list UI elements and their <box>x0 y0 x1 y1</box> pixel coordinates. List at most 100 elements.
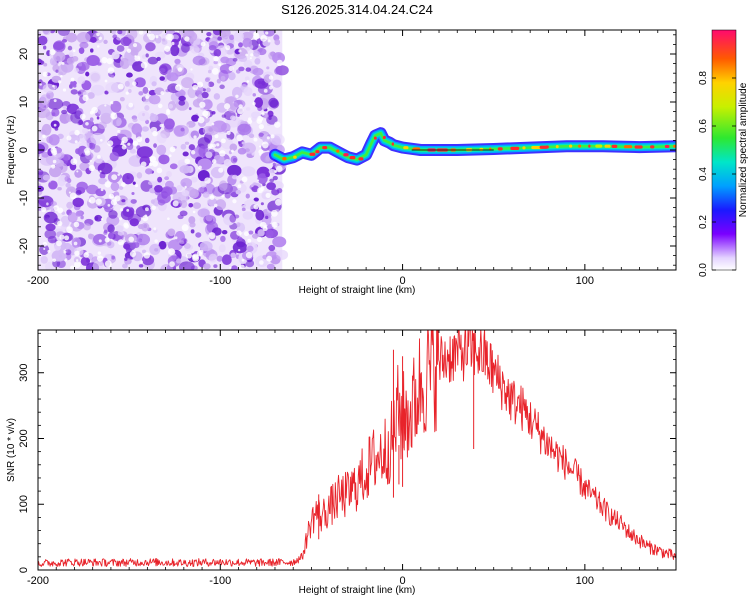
noise-gap <box>270 209 278 217</box>
noise-blob <box>97 62 102 66</box>
ridge-hotspot <box>539 145 548 149</box>
noise-gap <box>271 221 278 228</box>
noise-blob <box>108 232 114 239</box>
noise-gap <box>261 141 269 149</box>
noise-gap <box>202 110 209 117</box>
noise-blob <box>251 185 259 193</box>
noise-gap <box>148 162 153 167</box>
noise-blob <box>175 258 182 264</box>
noise-blob <box>207 69 212 74</box>
noise-blob <box>122 206 135 218</box>
noise-blob <box>75 189 82 196</box>
noise-gap <box>276 59 283 67</box>
snr-y-tick-label: 0 <box>18 567 30 573</box>
noise-blob <box>121 199 126 203</box>
ridge-hotspot <box>343 153 349 157</box>
noise-blob <box>111 51 120 60</box>
noise-gap <box>237 107 244 115</box>
noise-blob <box>40 256 48 264</box>
noise-blob <box>47 235 57 244</box>
noise-blob <box>192 202 201 209</box>
noise-gap <box>99 138 103 142</box>
noise-blob <box>38 31 42 37</box>
noise-blob <box>270 254 281 265</box>
noise-gap <box>274 170 278 173</box>
noise-gap <box>140 161 147 168</box>
ridge-hotspot <box>293 155 297 159</box>
noise-gap <box>238 49 242 53</box>
noise-gap <box>225 45 231 51</box>
noise-blob <box>90 130 94 134</box>
noise-blob <box>90 36 97 43</box>
noise-blob <box>67 212 78 223</box>
noise-blob <box>236 222 241 228</box>
noise-blob <box>268 244 276 252</box>
noise-blob <box>38 143 46 155</box>
noise-gap <box>274 121 281 128</box>
noise-blob <box>136 146 153 159</box>
noise-blob <box>178 100 186 106</box>
noise-blob <box>180 200 188 209</box>
noise-blob <box>53 51 66 62</box>
noise-blob <box>62 105 68 110</box>
noise-gap <box>243 231 249 237</box>
noise-blob <box>65 32 78 43</box>
noise-blob <box>208 253 218 263</box>
noise-gap <box>152 130 158 137</box>
noise-blob <box>156 144 167 156</box>
noise-blob <box>244 76 250 81</box>
noise-gap <box>149 155 157 163</box>
noise-gap <box>172 200 179 207</box>
noise-blob <box>166 72 179 82</box>
noise-blob <box>67 45 73 51</box>
noise-blob <box>242 211 254 220</box>
noise-gap <box>53 205 60 211</box>
spectrogram-y-tick-label: 10 <box>18 96 30 108</box>
noise-blob <box>220 75 226 82</box>
noise-blob <box>232 57 238 62</box>
noise-gap <box>174 236 178 240</box>
noise-blob <box>251 184 254 188</box>
noise-blob <box>156 56 161 62</box>
noise-gap <box>247 238 252 243</box>
noise-blob <box>90 48 94 53</box>
noise-blob <box>254 58 261 65</box>
noise-gap <box>259 221 267 229</box>
noise-gap <box>47 249 51 253</box>
noise-gap <box>186 252 192 259</box>
noise-gap <box>190 68 193 71</box>
noise-blob <box>141 54 147 59</box>
noise-blob <box>151 81 157 87</box>
ridge-hotspot <box>650 145 655 149</box>
noise-gap <box>97 154 101 159</box>
noise-gap <box>110 199 117 206</box>
noise-blob <box>266 66 270 70</box>
noise-blob <box>110 100 122 113</box>
noise-blob <box>80 256 90 266</box>
noise-blob <box>197 208 210 218</box>
noise-gap <box>119 208 124 212</box>
noise-blob <box>173 124 189 137</box>
noise-blob <box>78 47 85 54</box>
ridge-hotspot <box>358 157 364 161</box>
noise-blob <box>257 229 265 237</box>
noise-blob <box>82 127 89 134</box>
noise-gap <box>169 261 175 268</box>
noise-gap <box>70 77 75 82</box>
noise-blob <box>118 186 124 190</box>
noise-blob <box>238 66 245 72</box>
noise-gap <box>69 192 77 200</box>
noise-blob <box>48 180 58 190</box>
ridge-hotspot <box>497 147 503 151</box>
noise-blob <box>265 215 269 220</box>
noise-blob <box>136 172 143 179</box>
noise-gap <box>110 112 118 120</box>
noise-blob <box>47 98 64 110</box>
snr-y-ticks: 0 100 200 300 <box>18 332 676 573</box>
ridge-hotspot <box>611 144 618 148</box>
noise-blob <box>48 166 62 178</box>
noise-blob <box>108 210 118 219</box>
noise-gap <box>52 159 57 164</box>
noise-gap <box>97 251 102 255</box>
noise-gap <box>70 158 78 165</box>
